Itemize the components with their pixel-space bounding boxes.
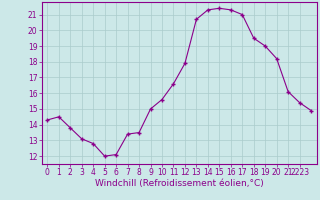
X-axis label: Windchill (Refroidissement éolien,°C): Windchill (Refroidissement éolien,°C) [95, 179, 264, 188]
